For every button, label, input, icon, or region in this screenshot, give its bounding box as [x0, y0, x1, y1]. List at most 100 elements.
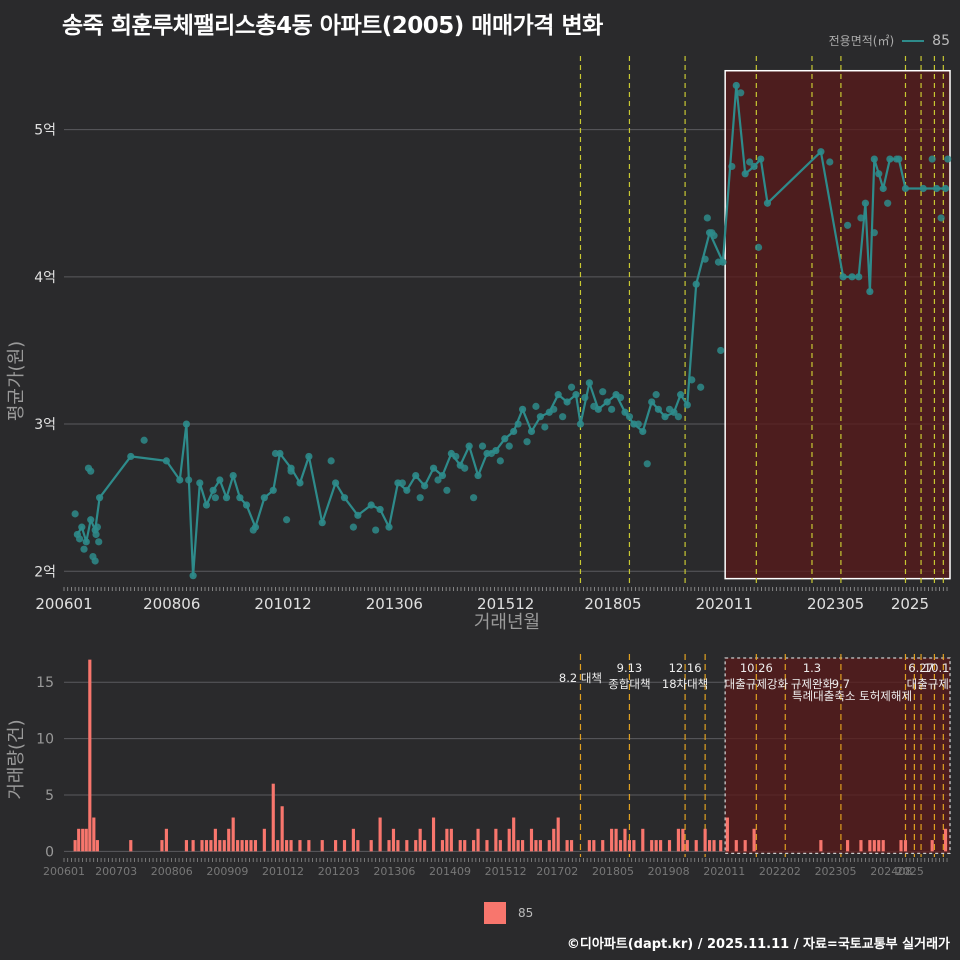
- volume-bar: [868, 840, 872, 852]
- volume-bar: [227, 828, 231, 852]
- policy-annotation: 10.26: [740, 661, 773, 675]
- volume-bar: [356, 840, 360, 852]
- volume-bar: [472, 840, 476, 852]
- bottom-x-tick-label: 201805: [592, 865, 634, 878]
- volume-bar: [538, 840, 542, 852]
- top-y-tick-label: 3억: [34, 417, 56, 433]
- price-point: [839, 273, 847, 281]
- legend-label: 전용면적(㎡): [828, 34, 895, 48]
- top-x-axis-label: 거래년월: [474, 612, 540, 633]
- price-point: [826, 158, 834, 166]
- price-point: [478, 442, 487, 450]
- price-point: [185, 476, 193, 484]
- bottom-y-tick-label: 5: [45, 788, 54, 804]
- policy-annotation: 9.13: [617, 661, 643, 675]
- legend-top: 전용면적(㎡) 85: [829, 32, 950, 49]
- top-y-tick-label: 2억: [34, 564, 56, 580]
- price-point: [714, 258, 723, 266]
- price-point: [87, 467, 95, 475]
- volume-bar: [516, 840, 520, 852]
- policy-annotation: 6.27: [908, 661, 934, 675]
- price-point: [523, 438, 531, 446]
- price-point: [349, 523, 357, 531]
- price-point: [937, 214, 945, 222]
- volume-bar: [476, 828, 480, 852]
- volume-bar: [369, 840, 373, 852]
- policy-annotation: 규제완화: [791, 677, 834, 691]
- bottom-x-tick-label: 201203: [318, 865, 360, 878]
- volume-bar: [378, 817, 382, 852]
- price-point: [376, 505, 384, 514]
- price-point: [621, 408, 629, 416]
- bottom-y-tick-label: 15: [36, 675, 54, 691]
- price-point: [78, 523, 86, 531]
- policy-annotation: 10.1: [924, 661, 950, 675]
- volume-bar: [92, 817, 96, 852]
- volume-bar: [95, 840, 99, 852]
- price-point: [701, 255, 709, 263]
- price-point: [861, 199, 870, 207]
- price-point: [222, 494, 231, 502]
- price-point: [554, 391, 562, 399]
- price-point: [674, 413, 683, 421]
- price-point: [421, 482, 429, 490]
- price-point: [754, 243, 763, 251]
- volume-bar: [943, 828, 948, 852]
- top-x-tick-label: 201012: [254, 595, 311, 613]
- price-point: [855, 273, 863, 281]
- price-point: [87, 516, 95, 524]
- top-x-tick-label: 200806: [143, 595, 200, 613]
- bottom-x-tick-label: 201908: [648, 865, 690, 878]
- price-point: [944, 155, 952, 163]
- bottom-x-tick-label: 200909: [206, 865, 248, 878]
- price-point: [202, 501, 211, 509]
- volume-bar: [253, 840, 258, 852]
- volume-bar: [708, 840, 712, 852]
- volume-bar: [73, 840, 77, 852]
- price-point: [216, 476, 224, 484]
- legend-series-name: 85: [932, 32, 950, 49]
- top-x-tick-label: 201306: [366, 595, 423, 613]
- price-point: [919, 184, 927, 193]
- price-point: [677, 391, 685, 399]
- price-point: [581, 393, 589, 402]
- volume-bar: [719, 840, 723, 852]
- volume-bar: [485, 840, 489, 852]
- price-point: [260, 494, 268, 502]
- price-point: [403, 486, 411, 494]
- price-point: [331, 479, 340, 487]
- volume-bar: [819, 840, 823, 852]
- price-point: [196, 479, 204, 487]
- volume-bar: [694, 840, 698, 852]
- volume-bar: [872, 840, 876, 852]
- price-point: [398, 479, 406, 487]
- price-point: [625, 413, 634, 421]
- volume-bar: [84, 828, 88, 852]
- price-point: [91, 557, 99, 565]
- price-point: [518, 405, 527, 413]
- top-y-axis-label: 평균가(원): [6, 341, 27, 421]
- price-point: [162, 457, 171, 465]
- price-point: [697, 383, 705, 391]
- price-point: [683, 401, 691, 409]
- volume-bar: [449, 828, 453, 852]
- price-point: [692, 280, 700, 288]
- legend-bar-swatch: [484, 902, 506, 924]
- volume-bar: [289, 840, 293, 852]
- volume-bar: [529, 828, 534, 852]
- volume-bar: [659, 840, 663, 852]
- bottom-x-tick-label: 201306: [373, 865, 415, 878]
- bottom-highlight-region: [724, 657, 951, 855]
- price-point: [412, 471, 420, 480]
- policy-annotation: 18차대책: [662, 677, 708, 691]
- volume-bar: [725, 817, 729, 852]
- price-point: [305, 452, 313, 461]
- price-point: [514, 420, 522, 428]
- bottom-x-tick-label: 202011: [703, 865, 745, 878]
- price-point: [465, 442, 473, 450]
- price-point: [532, 402, 540, 410]
- price-point: [92, 530, 100, 539]
- price-point: [750, 162, 758, 171]
- price-point: [608, 405, 616, 413]
